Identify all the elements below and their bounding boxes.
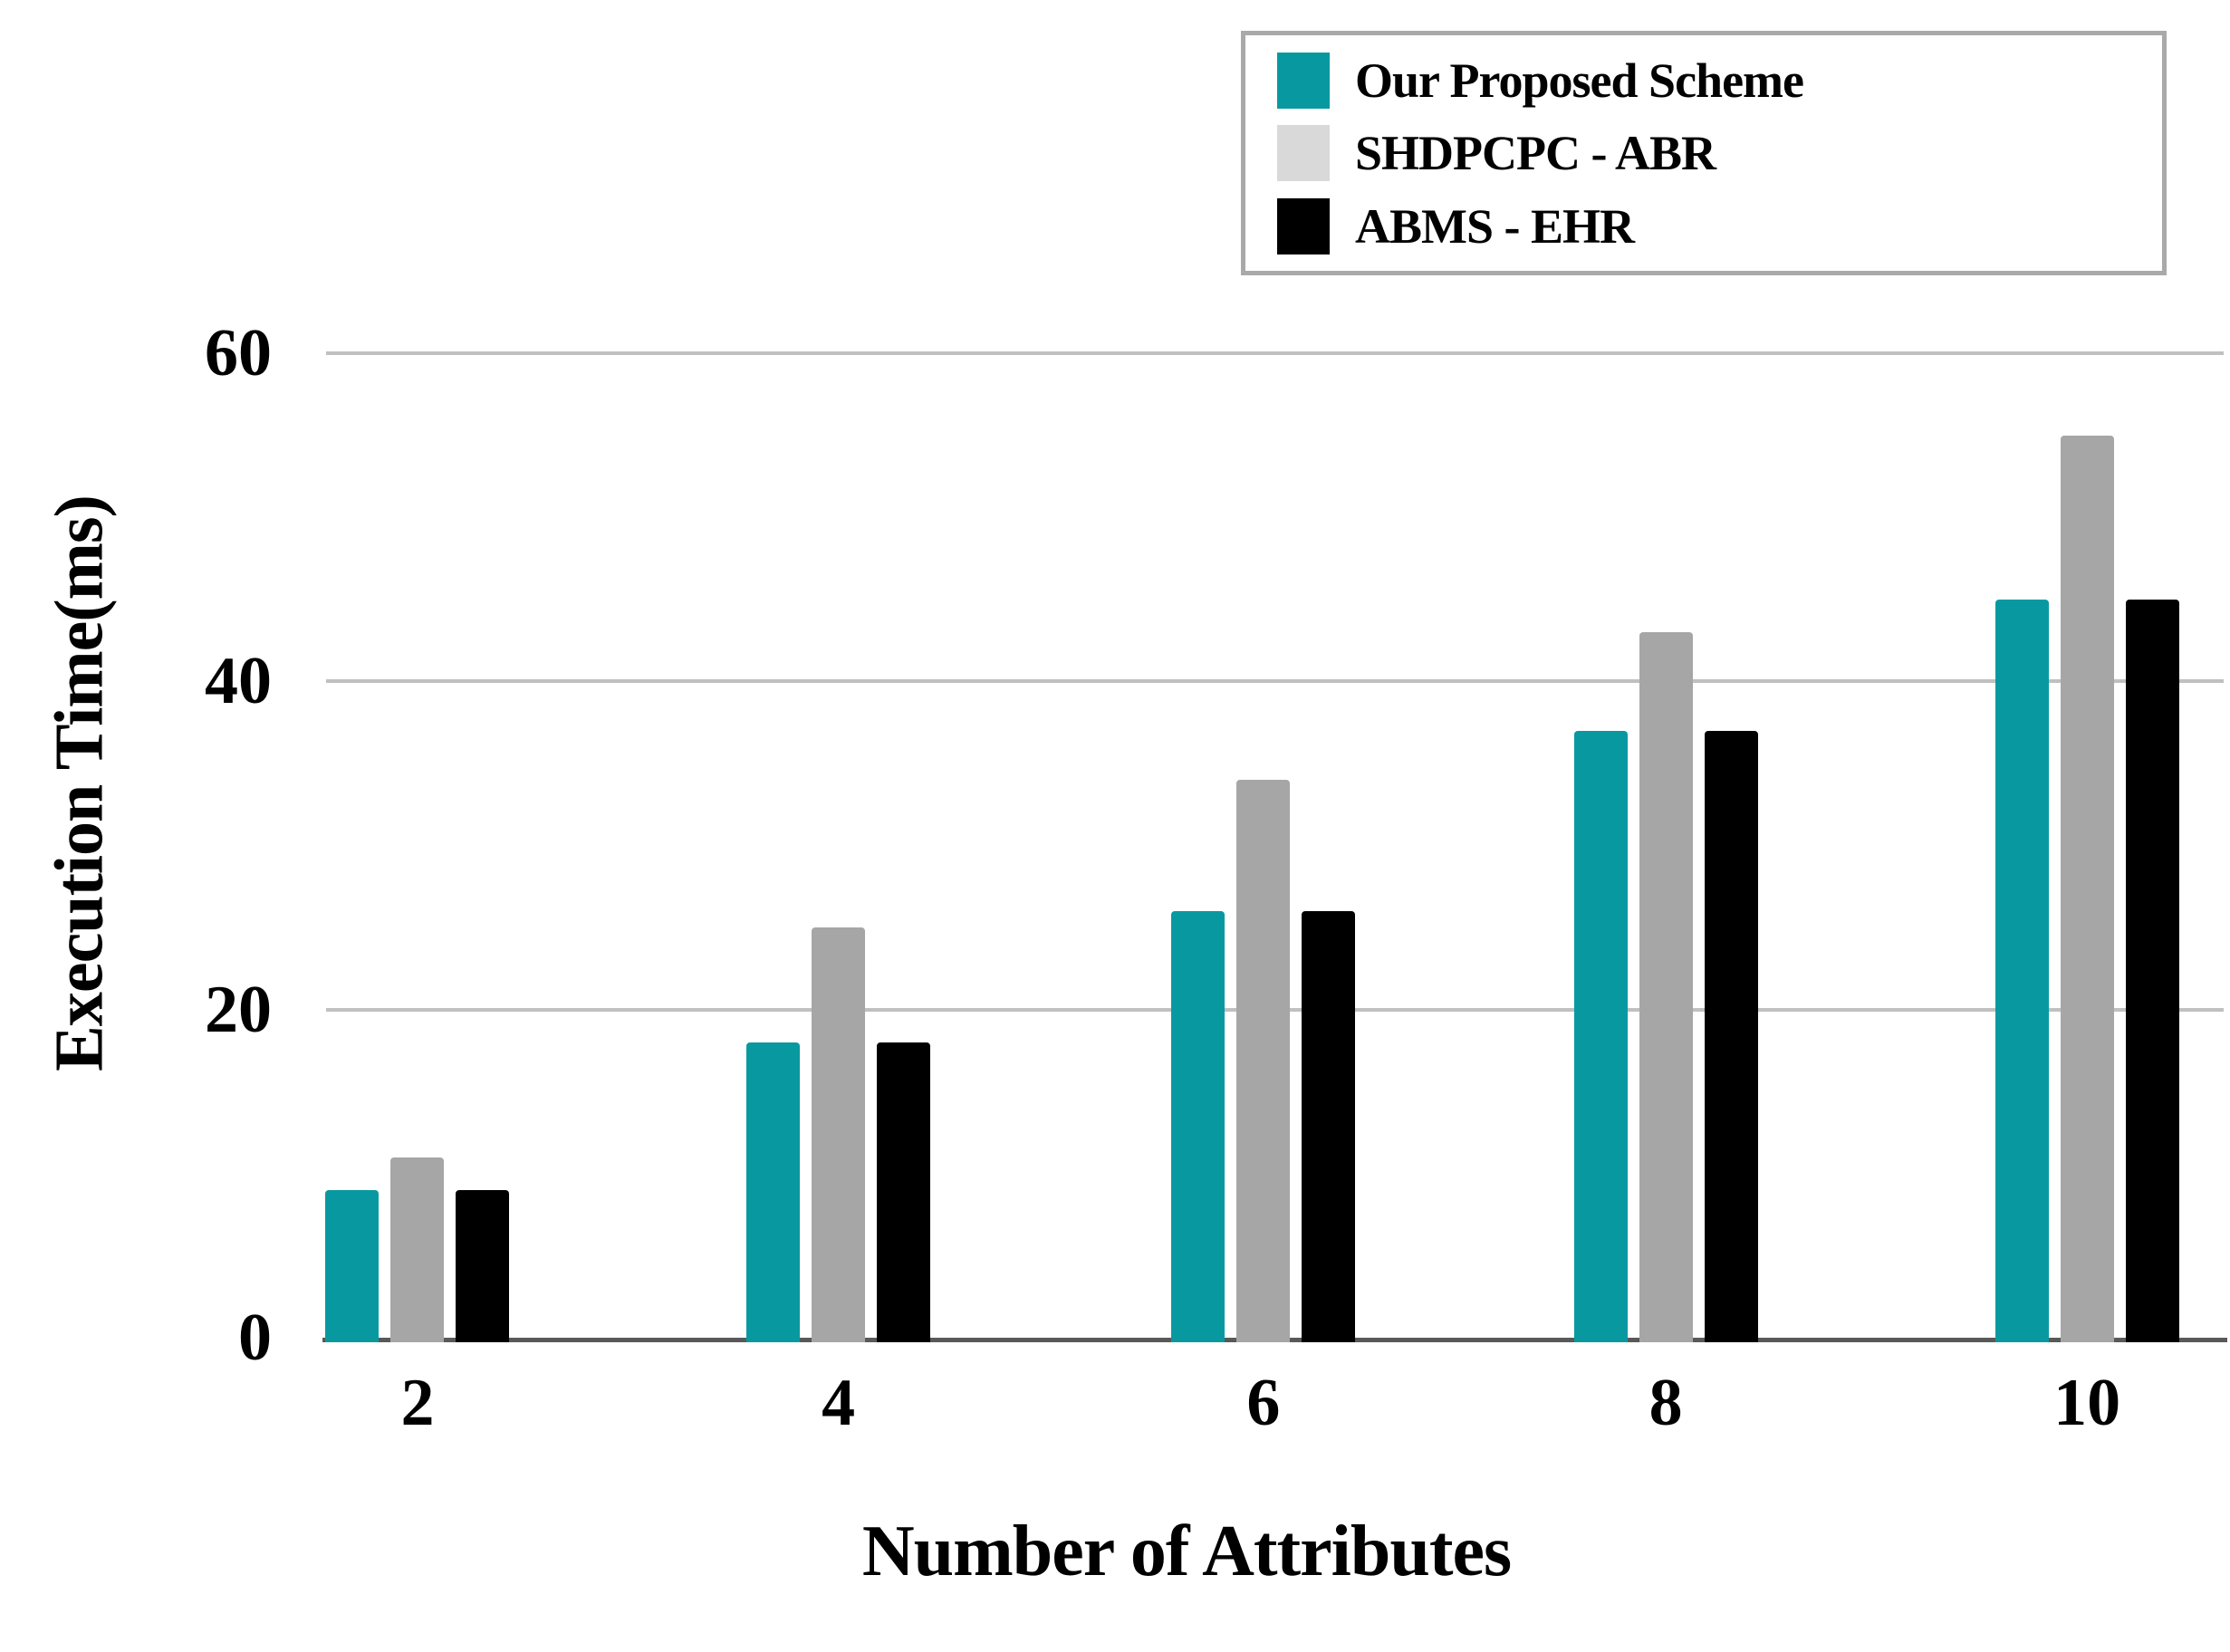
x-tick-label: 4 — [822, 1366, 856, 1440]
bar — [2125, 599, 2179, 1342]
bar — [325, 1189, 380, 1342]
legend-label: SHDPCPC - ABR — [1355, 126, 1716, 180]
y-tick-label: 0 — [238, 1301, 272, 1375]
bar-cluster-2 — [325, 1157, 510, 1342]
legend-swatch-series-2 — [1277, 197, 1330, 255]
x-tick-label: 10 — [2053, 1366, 2121, 1440]
bar — [1171, 910, 1226, 1342]
legend-swatch-series-0 — [1277, 52, 1330, 109]
bar — [1236, 780, 1291, 1342]
legend-item: SHDPCPC - ABR — [1277, 125, 2162, 181]
bar — [1573, 730, 1628, 1342]
legend-swatch-series-1 — [1277, 125, 1330, 181]
legend-item: ABMS - EHR — [1277, 197, 2162, 255]
x-tick-label: 2 — [400, 1366, 435, 1440]
bar — [456, 1189, 510, 1342]
bar — [1302, 910, 1356, 1342]
gridline — [326, 351, 2224, 355]
bar — [877, 1042, 931, 1342]
x-axis-title: Number of Attributes — [861, 1512, 1512, 1591]
x-tick-label: 6 — [1246, 1366, 1281, 1440]
bar — [1639, 631, 1693, 1342]
plot-area — [322, 351, 2227, 1342]
y-tick-label: 20 — [205, 972, 272, 1047]
gridline — [326, 679, 2224, 684]
legend-label: ABMS - EHR — [1355, 198, 1635, 254]
bar-cluster-6 — [1171, 780, 1356, 1342]
bar-cluster-10 — [1995, 435, 2179, 1342]
legend-label: Our Proposed Scheme — [1355, 53, 1804, 108]
bar — [746, 1042, 801, 1342]
bar — [2060, 435, 2114, 1342]
y-tick-label: 60 — [205, 316, 272, 390]
bar — [1995, 599, 2049, 1342]
bar — [390, 1157, 445, 1342]
legend-item: Our Proposed Scheme — [1277, 52, 2162, 109]
bar-cluster-8 — [1573, 631, 1758, 1342]
bar — [1704, 730, 1758, 1342]
bar-cluster-4 — [746, 927, 931, 1342]
y-tick-label: 40 — [205, 644, 272, 719]
legend: Our Proposed Scheme SHDPCPC - ABR ABMS -… — [1241, 31, 2167, 275]
x-tick-label: 8 — [1648, 1366, 1683, 1440]
bar — [812, 927, 866, 1342]
